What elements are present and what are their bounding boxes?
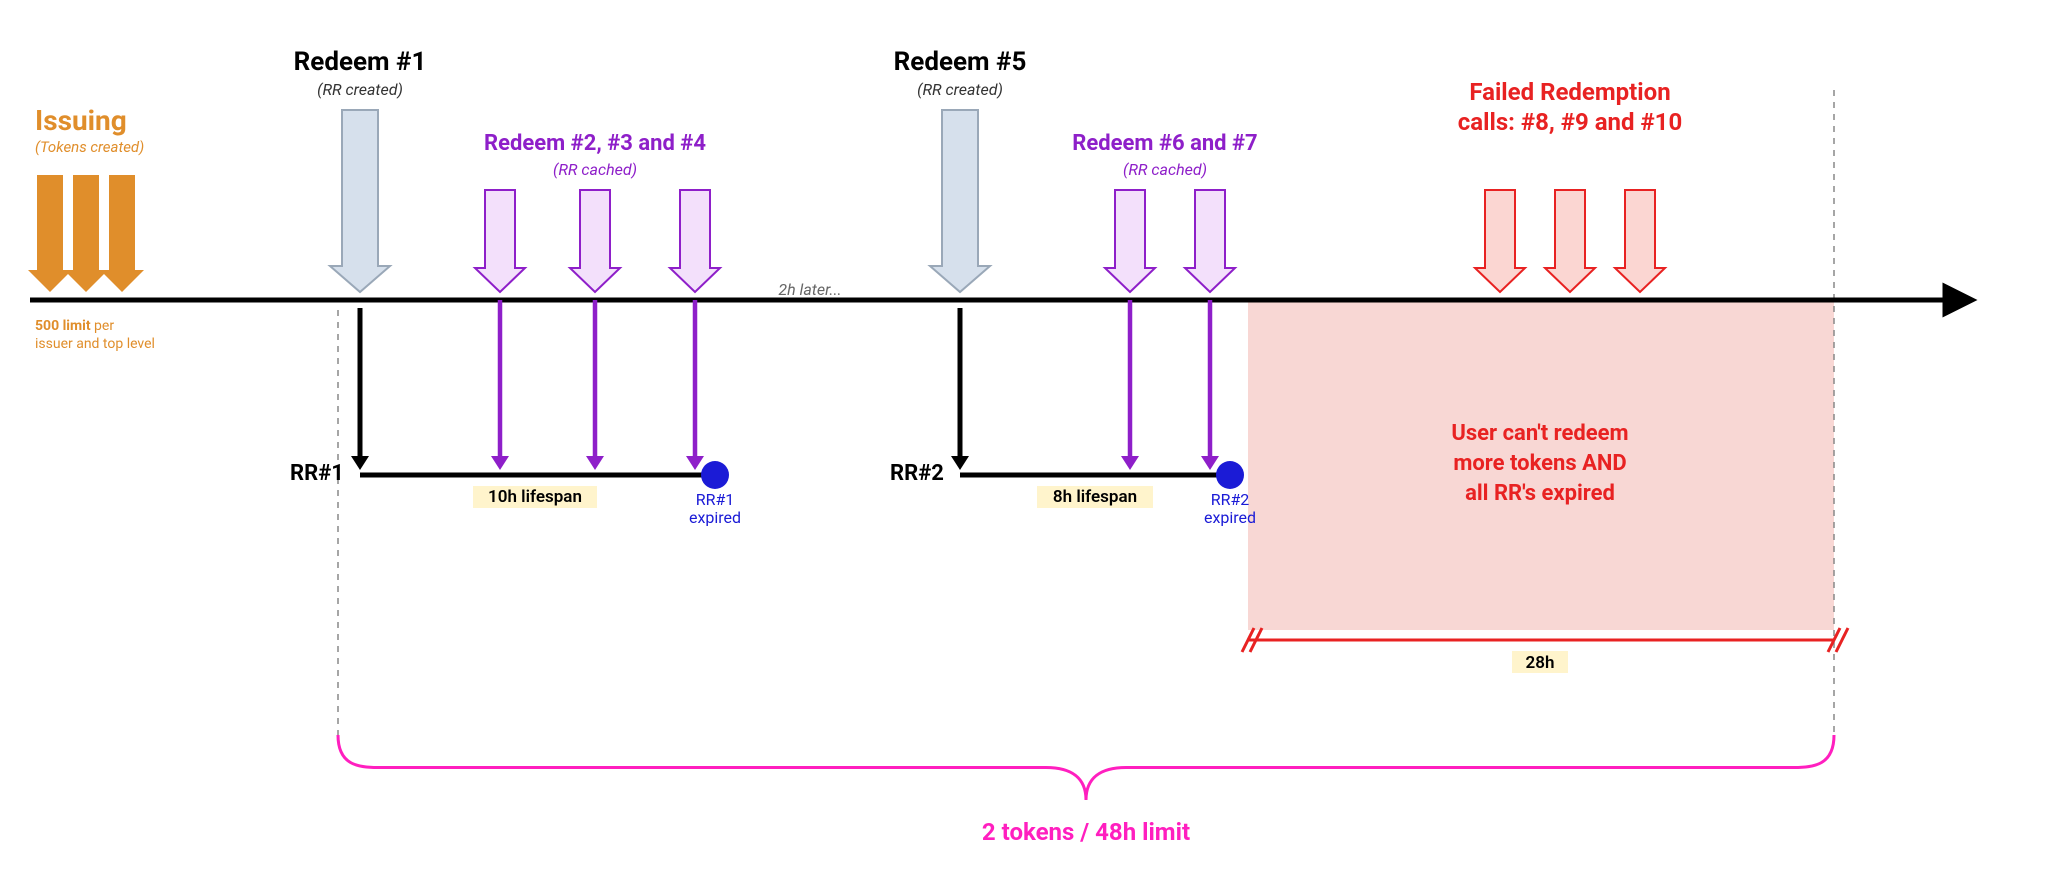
redeem-arrow-icon — [330, 110, 390, 292]
failed-title-2: calls: #8, #9 and #10 — [1458, 108, 1682, 136]
failed-msg-1: User can't redeem — [1451, 421, 1628, 446]
rr1-lifespan-text: 10h lifespan — [488, 487, 582, 507]
brace-label: 2 tokens / 48h limit — [982, 818, 1190, 846]
failed-title-1: Failed Redemption — [1469, 78, 1670, 106]
failed-msg-2: more tokens AND — [1453, 451, 1626, 476]
cached-arrow-icon — [670, 190, 720, 292]
redeem5-title: Redeem #5 — [894, 47, 1027, 77]
rr1-expired-dot — [701, 461, 729, 489]
cached2-title: Redeem #6 and #7 — [1072, 131, 1257, 156]
gap-label: 2h later... — [778, 280, 841, 299]
cached-arrow-icon — [475, 190, 525, 292]
redeem5-subtitle: (RR created) — [917, 80, 1003, 99]
issuing-note: 500 limit perissuer and top level — [35, 318, 155, 352]
cached-arrow-icon — [1105, 190, 1155, 292]
failed-arrow-icon — [1615, 190, 1665, 292]
failed-arrow-icon — [1545, 190, 1595, 292]
issuing-subtitle: (Tokens created) — [35, 138, 144, 156]
failed-msg-3: all RR's expired — [1465, 481, 1615, 506]
brace-icon — [338, 735, 1834, 800]
rr2-lifespan-text: 8h lifespan — [1053, 487, 1137, 507]
issuing-arrow-icon — [64, 175, 108, 292]
issuing-arrow-icon — [100, 175, 144, 292]
rr2-expired-dot — [1216, 461, 1244, 489]
cached-arrow-icon — [1185, 190, 1235, 292]
cached1-title: Redeem #2, #3 and #4 — [484, 131, 706, 156]
issuing-title: Issuing — [35, 104, 127, 137]
cached1-subtitle: (RR cached) — [553, 160, 637, 179]
redeem-arrow-icon — [930, 110, 990, 292]
redeem1-subtitle: (RR created) — [317, 80, 403, 99]
rr2-label: RR#2 — [890, 461, 944, 486]
rr1-expired-label: RR#1expired — [689, 490, 741, 527]
timeline-diagram: Issuing(Tokens created) 500 limit perissu… — [0, 0, 2048, 882]
rr2-expired-label: RR#2expired — [1204, 490, 1256, 527]
cached-arrow-icon — [570, 190, 620, 292]
issuing-arrow-icon — [28, 175, 72, 292]
redeem1-title: Redeem #1 — [294, 47, 427, 77]
cached2-subtitle: (RR cached) — [1123, 160, 1207, 179]
rr1-label: RR#1 — [290, 461, 344, 486]
failed-duration-text: 28h — [1526, 653, 1555, 673]
failed-arrow-icon — [1475, 190, 1525, 292]
